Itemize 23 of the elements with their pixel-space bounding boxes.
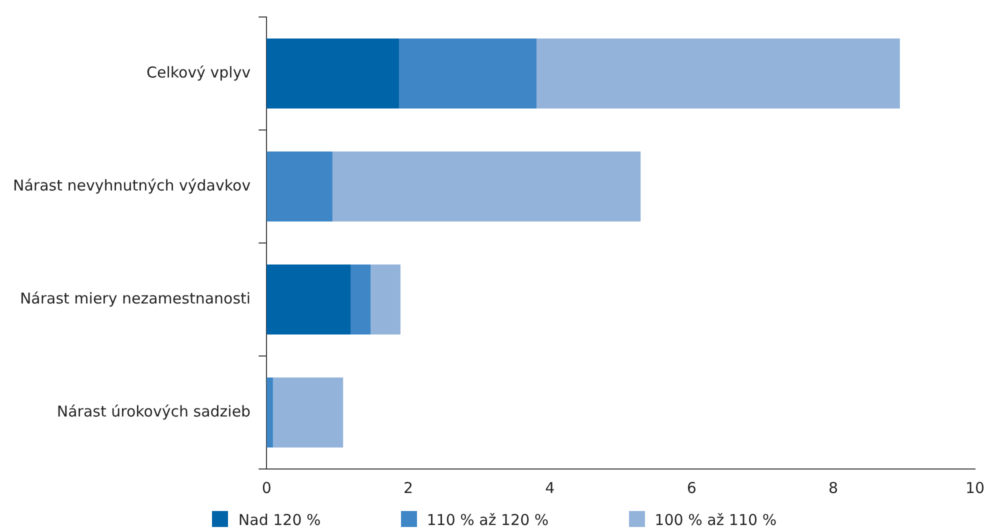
bar — [370, 264, 400, 335]
legend-label: Nad 120 % — [237, 511, 321, 529]
x-tick-label: 8 — [828, 478, 838, 497]
bar — [266, 151, 332, 222]
x-tick-label: 10 — [965, 478, 985, 497]
bar — [350, 264, 371, 335]
y-tick-label: Nárast úrokových sadzieb — [56, 402, 251, 420]
bar — [272, 377, 344, 448]
bar — [332, 151, 641, 222]
bar — [399, 38, 536, 109]
bar — [266, 377, 273, 448]
x-tick-label: 0 — [262, 478, 272, 497]
legend-label: 100 % až 110 % — [654, 511, 777, 529]
y-tick-label: Nárast nevyhnutných výdavkov — [12, 176, 251, 194]
y-tick-label: Celkový vplyv — [146, 63, 251, 82]
x-tick-label: 2 — [403, 478, 414, 497]
bar — [266, 264, 351, 335]
x-tick-label: 6 — [686, 478, 696, 497]
bar — [266, 38, 400, 109]
x-tick-label: 4 — [545, 478, 555, 497]
legend-label: 110 % až 120 % — [426, 511, 549, 529]
bar — [536, 38, 900, 109]
y-tick-label: Nárast miery nezamestnanosti — [20, 289, 251, 308]
